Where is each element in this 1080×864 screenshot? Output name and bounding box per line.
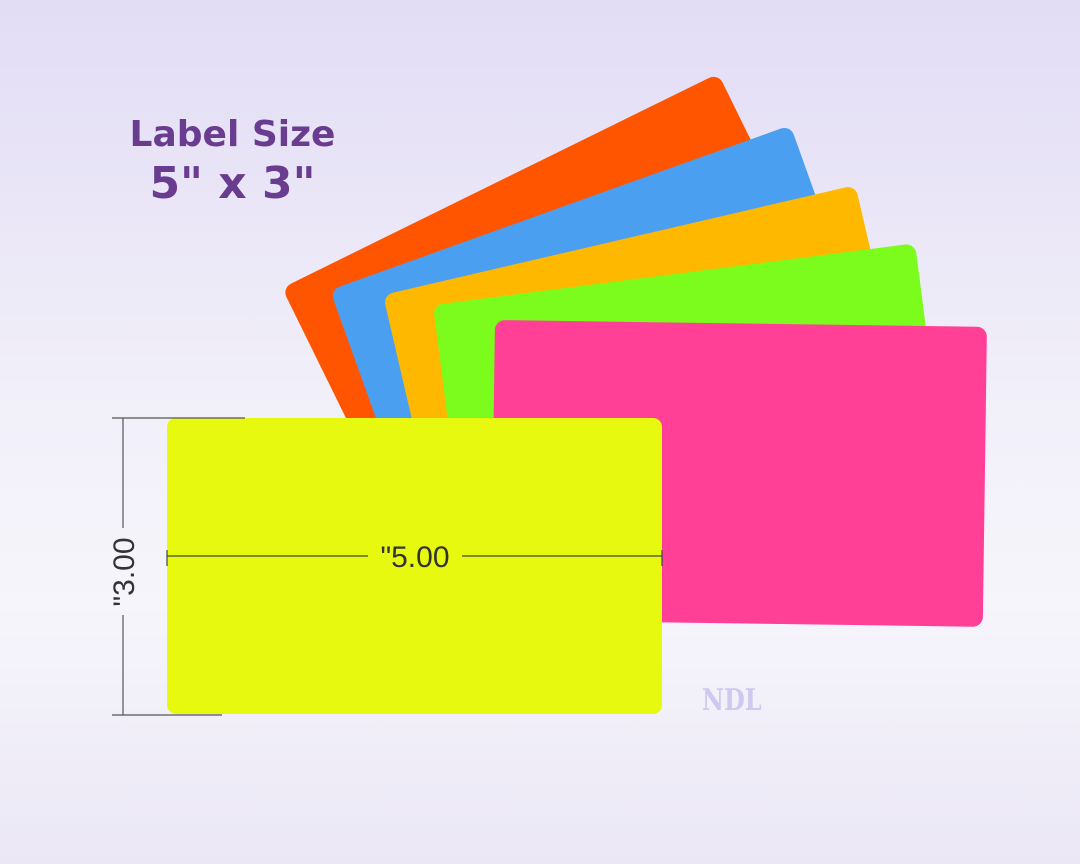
- heading-line-2: 5" x 3": [149, 158, 316, 209]
- ndl-watermark: NDL: [702, 683, 762, 718]
- label-size-heading: Label Size 5" x 3": [120, 112, 345, 210]
- yellow-label: [167, 418, 662, 714]
- width-dimension: [166, 550, 663, 566]
- width-dimension-label: "5.00: [380, 541, 449, 574]
- height-dimension: [112, 417, 245, 716]
- heading-line-1: Label Size: [129, 114, 336, 155]
- height-dimension-label: "3.00: [108, 537, 141, 606]
